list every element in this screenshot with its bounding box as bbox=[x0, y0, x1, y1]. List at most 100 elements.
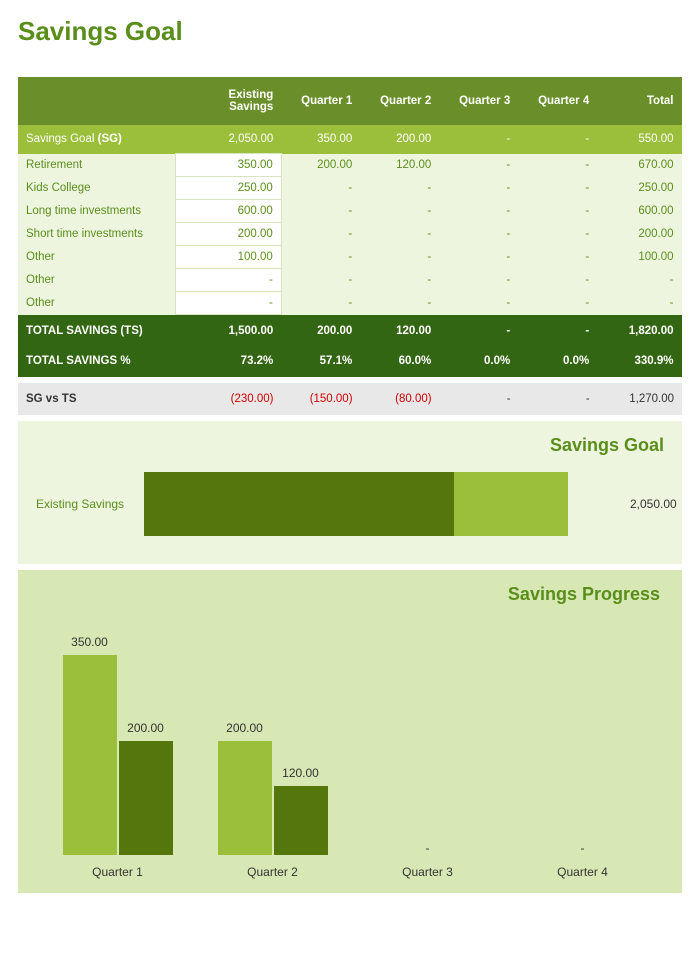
chart1-segment bbox=[144, 472, 454, 536]
vs-cell: (80.00) bbox=[361, 383, 440, 415]
total-cell: 200.00 bbox=[281, 315, 360, 348]
data-cell: 670.00 bbox=[597, 154, 681, 177]
total-cell: - bbox=[439, 315, 518, 348]
data-cell: - bbox=[518, 246, 597, 269]
bar-group: 200.00120.00 bbox=[195, 635, 350, 855]
existing-savings-input[interactable]: 100.00 bbox=[176, 246, 281, 269]
table-row: Long time investments600.00----600.00 bbox=[18, 200, 682, 223]
total-cell: 57.1% bbox=[281, 347, 360, 377]
row-label: Short time investments bbox=[18, 223, 176, 246]
chart1-axis-label: Existing Savings bbox=[36, 497, 136, 511]
chart2-x-axis: Quarter 1Quarter 2Quarter 3Quarter 4 bbox=[34, 855, 666, 879]
data-cell: - bbox=[518, 223, 597, 246]
total-cell: - bbox=[518, 315, 597, 348]
total-cell: 1,820.00 bbox=[597, 315, 681, 348]
table-row: Short time investments200.00----200.00 bbox=[18, 223, 682, 246]
bar-group: - bbox=[350, 635, 505, 855]
col-header: Total bbox=[597, 77, 681, 125]
page-title: Savings Goal bbox=[18, 10, 682, 77]
total-cell: 1,500.00 bbox=[176, 315, 281, 348]
row-label: Other bbox=[18, 292, 176, 315]
data-cell: 200.00 bbox=[597, 223, 681, 246]
sg-cell: 350.00 bbox=[281, 125, 360, 154]
row-label: TOTAL SAVINGS % bbox=[18, 347, 176, 377]
data-cell: - bbox=[518, 154, 597, 177]
data-cell: - bbox=[360, 269, 439, 292]
chart1-value-label: 2,050.00 bbox=[620, 497, 677, 511]
data-cell: 200.00 bbox=[281, 154, 360, 177]
chart1-title: Savings Goal bbox=[36, 435, 664, 472]
data-cell: - bbox=[360, 292, 439, 315]
vs-cell: (150.00) bbox=[281, 383, 360, 415]
total-savings-pct-row: TOTAL SAVINGS %73.2%57.1%60.0%0.0%0.0%33… bbox=[18, 347, 682, 377]
total-savings-row: TOTAL SAVINGS (TS)1,500.00200.00120.00--… bbox=[18, 315, 682, 348]
col-header: Quarter 4 bbox=[518, 77, 597, 125]
data-cell: - bbox=[281, 177, 360, 200]
data-cell: - bbox=[439, 177, 518, 200]
existing-savings-input[interactable]: 200.00 bbox=[176, 223, 281, 246]
chart1-segment bbox=[454, 472, 568, 536]
sg-cell: 2,050.00 bbox=[176, 125, 281, 154]
vs-cell: - bbox=[440, 383, 519, 415]
data-cell: - bbox=[439, 246, 518, 269]
chart1-bar-track: 1,500.002,050.00 bbox=[144, 472, 664, 536]
data-cell: - bbox=[281, 269, 360, 292]
bar-value-label: 200.00 bbox=[119, 721, 173, 735]
x-axis-label: Quarter 1 bbox=[40, 865, 195, 879]
data-cell: - bbox=[518, 177, 597, 200]
x-axis-label: Quarter 4 bbox=[505, 865, 660, 879]
table-row: Other------ bbox=[18, 269, 682, 292]
total-cell: 0.0% bbox=[518, 347, 597, 377]
existing-savings-input[interactable]: 600.00 bbox=[176, 200, 281, 223]
savings-goal-row: Savings Goal (SG)2,050.00350.00200.00--5… bbox=[18, 125, 682, 154]
no-data-label: - bbox=[505, 841, 660, 855]
row-label: TOTAL SAVINGS (TS) bbox=[18, 315, 176, 348]
total-cell: 60.0% bbox=[360, 347, 439, 377]
savings-goal-chart: Savings Goal Existing Savings 1,500.002,… bbox=[18, 421, 682, 564]
col-header: Existing Savings bbox=[176, 77, 281, 125]
no-data-label: - bbox=[350, 841, 505, 855]
chart2-title: Savings Progress bbox=[34, 584, 666, 635]
row-label: Retirement bbox=[18, 154, 176, 177]
data-cell: 600.00 bbox=[597, 200, 681, 223]
data-cell: - bbox=[597, 292, 681, 315]
sg-vs-ts-table: SG vs TS(230.00)(150.00)(80.00)--1,270.0… bbox=[18, 383, 682, 415]
col-header: Quarter 1 bbox=[281, 77, 360, 125]
data-cell: 120.00 bbox=[360, 154, 439, 177]
savings-table: Existing SavingsQuarter 1Quarter 2Quarte… bbox=[18, 77, 682, 377]
vs-cell: (230.00) bbox=[176, 383, 281, 415]
existing-savings-input[interactable]: 250.00 bbox=[176, 177, 281, 200]
data-cell: - bbox=[518, 292, 597, 315]
bar-group: 350.00200.00 bbox=[40, 635, 195, 855]
data-cell: - bbox=[360, 223, 439, 246]
x-axis-label: Quarter 2 bbox=[195, 865, 350, 879]
data-cell: - bbox=[360, 200, 439, 223]
data-cell: - bbox=[439, 154, 518, 177]
sg-cell: 200.00 bbox=[360, 125, 439, 154]
row-label: Other bbox=[18, 269, 176, 292]
existing-savings-input[interactable]: 350.00 bbox=[176, 154, 281, 177]
bar-group: - bbox=[505, 635, 660, 855]
sg-label: Savings Goal (SG) bbox=[18, 125, 176, 154]
existing-savings-input[interactable]: - bbox=[176, 269, 281, 292]
col-header: Quarter 3 bbox=[439, 77, 518, 125]
sg-cell: - bbox=[439, 125, 518, 154]
vs-cell: - bbox=[519, 383, 598, 415]
table-header-row: Existing SavingsQuarter 1Quarter 2Quarte… bbox=[18, 77, 682, 125]
x-axis-label: Quarter 3 bbox=[350, 865, 505, 879]
total-cell: 73.2% bbox=[176, 347, 281, 377]
total-cell: 0.0% bbox=[439, 347, 518, 377]
data-cell: - bbox=[281, 223, 360, 246]
row-label: Kids College bbox=[18, 177, 176, 200]
data-cell: - bbox=[439, 292, 518, 315]
existing-savings-input[interactable]: - bbox=[176, 292, 281, 315]
col-header: Quarter 2 bbox=[360, 77, 439, 125]
data-cell: - bbox=[281, 200, 360, 223]
data-cell: - bbox=[439, 269, 518, 292]
chart2-plot-area: 350.00200.00200.00120.00-- bbox=[34, 635, 666, 855]
table-row: Other------ bbox=[18, 292, 682, 315]
bar-value-label: 200.00 bbox=[218, 721, 272, 735]
row-label: Long time investments bbox=[18, 200, 176, 223]
sg-vs-ts-row: SG vs TS(230.00)(150.00)(80.00)--1,270.0… bbox=[18, 383, 682, 415]
row-label: Other bbox=[18, 246, 176, 269]
